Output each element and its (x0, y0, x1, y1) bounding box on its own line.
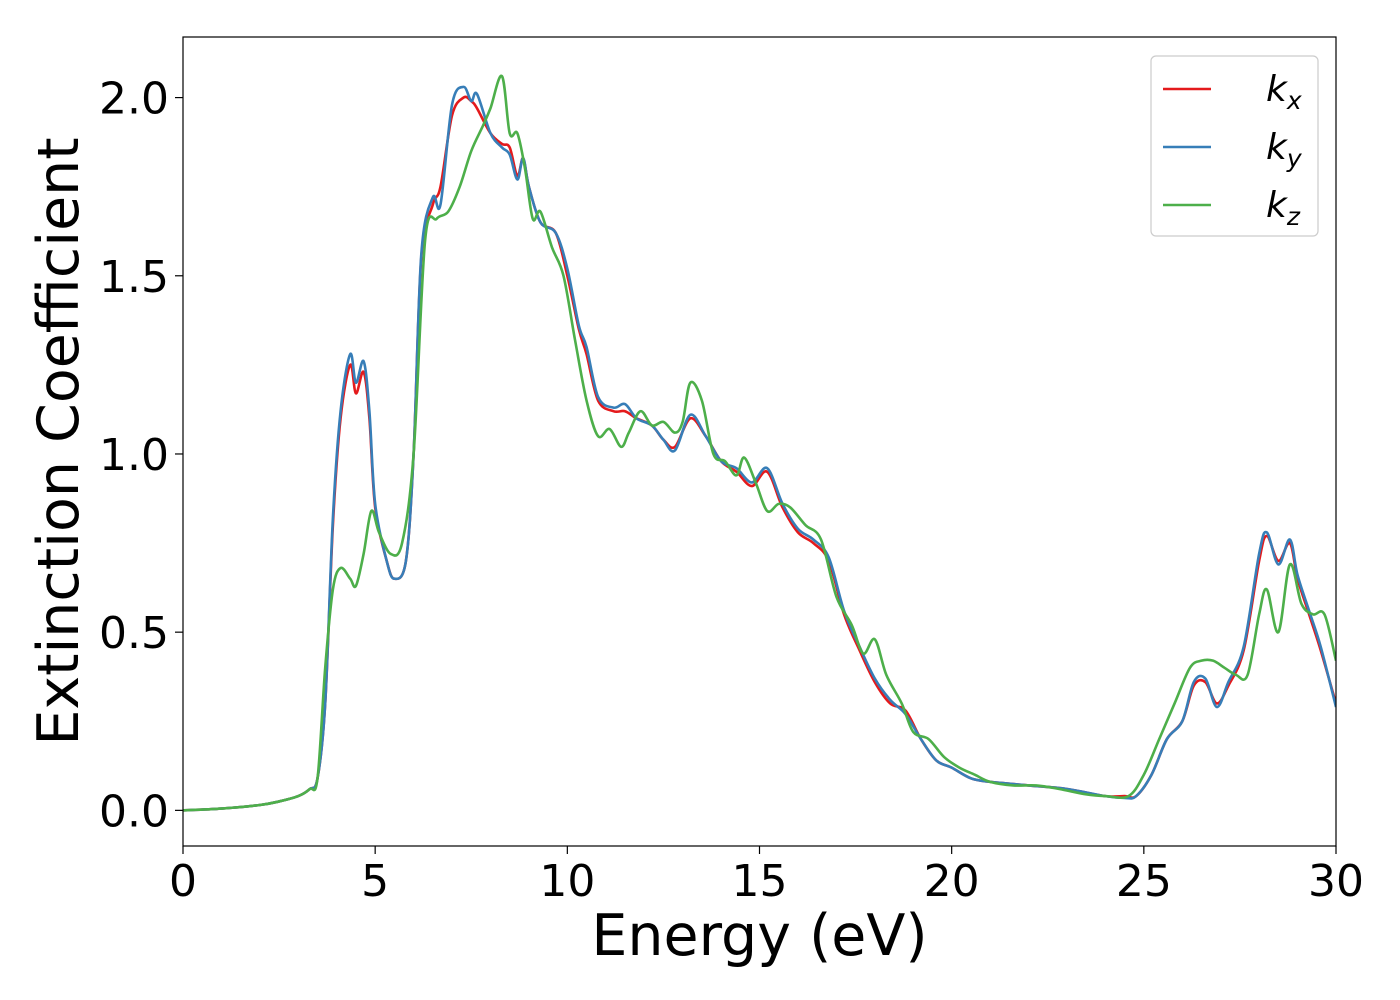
x-tick-label: 10 (539, 856, 595, 907)
plot-lines (183, 74, 1336, 812)
x-tick-label: 30 (1308, 856, 1364, 907)
x-tick-label: 20 (924, 856, 980, 907)
y-axis-label: Extinction Coefficient (26, 137, 92, 745)
legend-box (1150, 55, 1319, 237)
y-tick-label: 1.5 (99, 252, 169, 303)
x-tick-label: 5 (361, 856, 389, 907)
x-axis: 0 5 10 15 20 25 30 (169, 846, 1364, 907)
y-tick-label: 0.0 (99, 786, 169, 837)
y-tick-label: 1.0 (99, 430, 169, 481)
legend-label-ky: ky (1266, 127, 1303, 173)
x-tick-label: 25 (1116, 856, 1172, 907)
legend: kx ky kz (1150, 55, 1319, 237)
series-line-kz (183, 74, 1336, 812)
x-tick-label: 15 (732, 856, 788, 907)
x-tick-label: 0 (169, 856, 197, 907)
x-axis-label: Energy (eV) (591, 903, 927, 969)
y-tick-label: 0.5 (99, 608, 169, 659)
y-tick-label: 2.0 (99, 74, 169, 125)
legend-label-kz: kz (1266, 185, 1301, 231)
legend-label-kx: kx (1266, 69, 1302, 115)
y-axis: 0.0 0.5 1.0 1.5 2.0 (99, 74, 183, 837)
